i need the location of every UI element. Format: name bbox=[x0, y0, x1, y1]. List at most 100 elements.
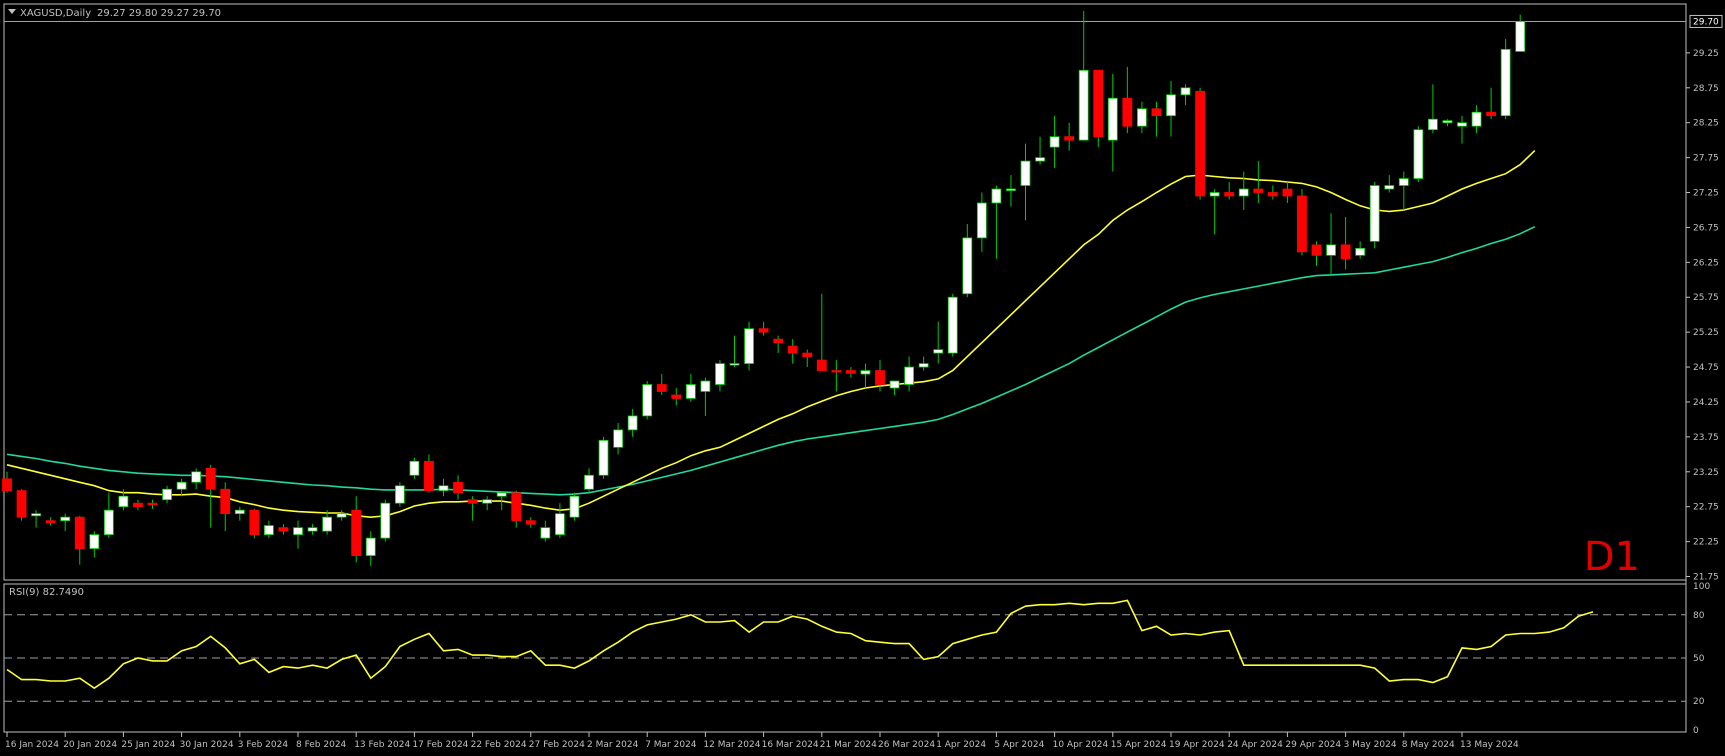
ohlc-values: 29.27 29.80 29.27 29.70 bbox=[97, 8, 221, 19]
bull-candle-body bbox=[540, 527, 551, 539]
candle bbox=[220, 482, 231, 532]
candle bbox=[191, 468, 202, 490]
candle bbox=[453, 475, 463, 500]
bear-candle-body bbox=[205, 467, 216, 490]
candle bbox=[1428, 84, 1438, 134]
bull-candle-body bbox=[1326, 244, 1336, 256]
bear-candle-body bbox=[467, 499, 478, 504]
candle bbox=[1500, 38, 1511, 120]
candle bbox=[656, 374, 667, 395]
bull-candle-body bbox=[307, 527, 318, 532]
bull-candle-body bbox=[1515, 21, 1526, 52]
candle bbox=[74, 515, 85, 565]
candle bbox=[1442, 119, 1453, 127]
candle bbox=[1238, 171, 1249, 210]
bull-candle-body bbox=[569, 495, 580, 518]
bull-candle-body bbox=[162, 488, 172, 501]
bull-candle-body bbox=[60, 516, 71, 522]
candle bbox=[729, 335, 740, 368]
candle bbox=[249, 508, 260, 539]
candle bbox=[1137, 101, 1147, 134]
date-tick-label: 17 Feb 2024 bbox=[412, 740, 468, 750]
date-tick-label: 5 Apr 2024 bbox=[994, 740, 1044, 750]
bull-candle-body bbox=[1369, 185, 1380, 242]
bull-candle-body bbox=[1049, 136, 1060, 148]
candle bbox=[671, 388, 682, 406]
candle bbox=[1398, 171, 1409, 210]
bull-candle-body bbox=[918, 363, 929, 368]
candle bbox=[1195, 87, 1205, 200]
candle bbox=[1049, 115, 1060, 169]
bull-candle-body bbox=[394, 485, 405, 504]
candle bbox=[511, 490, 522, 528]
price-tick-label: 23.25 bbox=[1693, 468, 1719, 478]
candle bbox=[1267, 185, 1278, 200]
price-tick-label: 21.75 bbox=[1693, 573, 1719, 583]
bull-candle-body bbox=[1035, 157, 1045, 162]
candle bbox=[118, 489, 129, 511]
symbol-label: XAGUSD,Daily bbox=[20, 8, 91, 19]
price-tick-label: 22.25 bbox=[1693, 538, 1719, 548]
bull-candle-body bbox=[555, 513, 565, 536]
price-tick-label: 29.25 bbox=[1693, 49, 1719, 59]
candle bbox=[1355, 241, 1366, 259]
candle bbox=[787, 339, 798, 364]
bear-candle-body bbox=[875, 370, 885, 385]
candle bbox=[467, 496, 478, 521]
date-tick-label: 8 Feb 2024 bbox=[296, 740, 347, 750]
bear-candle-body bbox=[656, 384, 667, 392]
bull-candle-body bbox=[176, 481, 187, 490]
bear-candle-body bbox=[249, 509, 260, 536]
date-tick-label: 19 Apr 2024 bbox=[1169, 740, 1225, 750]
bull-candle-body bbox=[947, 296, 958, 354]
candle bbox=[162, 485, 172, 504]
candle bbox=[307, 524, 318, 535]
date-tick-label: 12 Mar 2024 bbox=[703, 740, 760, 750]
candle bbox=[744, 321, 754, 371]
bear-candle-body bbox=[846, 370, 856, 374]
bear-candle-body bbox=[74, 516, 85, 549]
rsi-label: RSI(9) 82.7490 bbox=[9, 587, 84, 598]
candle bbox=[438, 478, 449, 497]
bull-candle-body bbox=[234, 509, 245, 515]
date-tick-label: 13 Feb 2024 bbox=[354, 740, 410, 750]
candle bbox=[482, 496, 493, 511]
bear-candle-body bbox=[220, 488, 231, 515]
bull-candle-body bbox=[584, 474, 594, 490]
candle bbox=[846, 367, 856, 378]
candle bbox=[1224, 182, 1235, 200]
bear-candle-body bbox=[1340, 244, 1351, 260]
bear-candle-body bbox=[453, 481, 463, 494]
candle bbox=[627, 408, 638, 437]
bear-candle-body bbox=[2, 478, 12, 492]
date-tick-label: 22 Feb 2024 bbox=[471, 740, 527, 750]
candle bbox=[1209, 189, 1220, 235]
date-tick-label: 16 Mar 2024 bbox=[762, 740, 819, 750]
date-tick-label: 13 May 2024 bbox=[1460, 740, 1519, 750]
bull-candle-body bbox=[89, 534, 100, 549]
candle bbox=[700, 377, 711, 416]
bear-candle-body bbox=[787, 345, 798, 354]
ma-fast-line bbox=[6, 150, 1536, 519]
candle bbox=[1122, 66, 1133, 134]
bull-candle-body bbox=[715, 363, 725, 385]
candle bbox=[875, 360, 885, 392]
date-axis: 16 Jan 2024 20 Jan 2024 25 Jan 2024 30 Jan … bbox=[5, 732, 1519, 750]
collapse-triangle-icon[interactable] bbox=[8, 9, 16, 14]
price-tick-label: 24.25 bbox=[1693, 398, 1719, 408]
bull-candle-body bbox=[598, 439, 609, 476]
bull-candle-body bbox=[1020, 160, 1031, 186]
candle bbox=[1369, 182, 1380, 249]
bear-candle-body bbox=[1297, 195, 1307, 253]
bull-candle-body bbox=[904, 366, 914, 385]
candle bbox=[1093, 69, 1104, 148]
date-tick-label: 26 Mar 2024 bbox=[878, 740, 935, 750]
price-tick-label: 25.75 bbox=[1693, 293, 1719, 303]
bear-candle-body bbox=[1093, 69, 1104, 138]
bear-candle-body bbox=[831, 370, 842, 373]
candle bbox=[1486, 87, 1496, 120]
bull-candle-body bbox=[293, 527, 303, 536]
bear-candle-body bbox=[511, 492, 522, 522]
bear-candle-body bbox=[147, 502, 158, 506]
